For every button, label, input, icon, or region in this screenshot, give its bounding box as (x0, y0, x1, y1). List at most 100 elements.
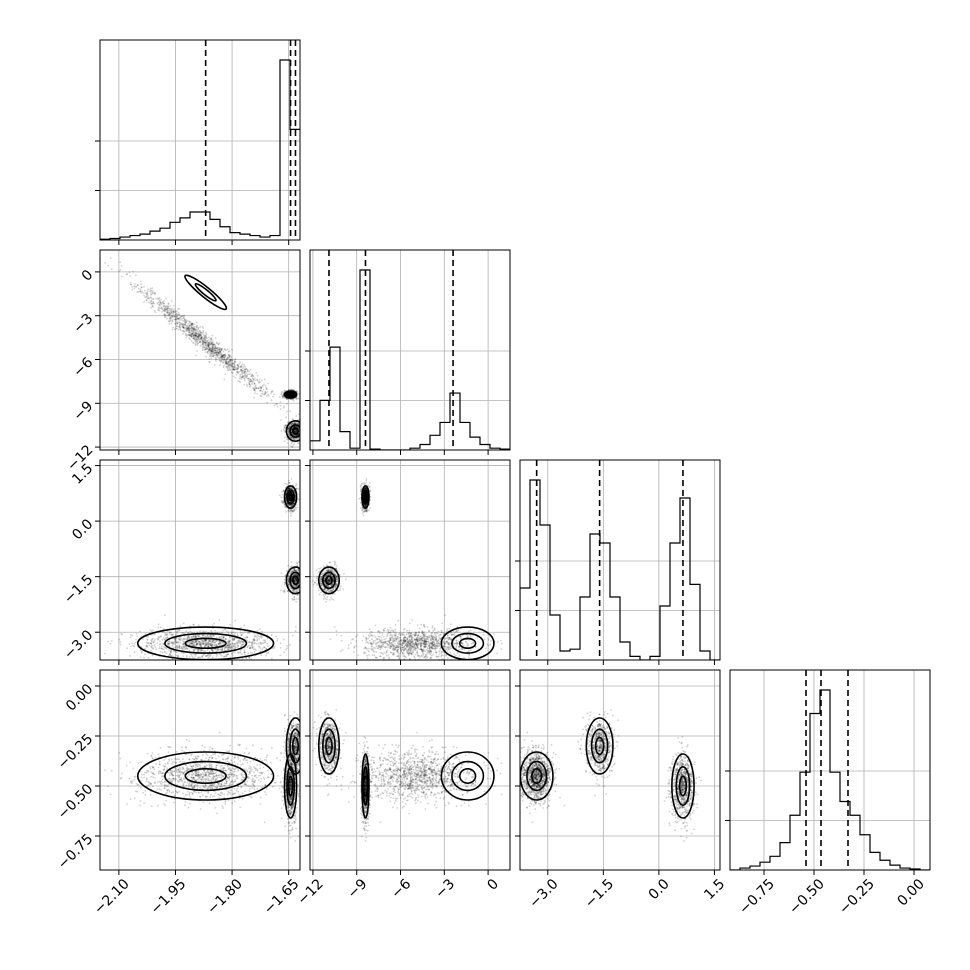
sample-point (294, 429, 296, 432)
sample-point (221, 355, 224, 357)
sample-point (219, 648, 221, 651)
sample-point (250, 658, 252, 660)
sample-point (194, 635, 197, 638)
sample-point (287, 427, 289, 430)
sample-point (191, 323, 194, 326)
sample-point (281, 493, 284, 496)
sample-point (179, 328, 182, 330)
sample-point (168, 320, 171, 323)
sample-point (166, 305, 169, 308)
sample-point (256, 392, 259, 395)
sample-point (156, 302, 159, 305)
sample-point (180, 647, 183, 650)
sample-point (223, 364, 225, 367)
sample-point (179, 639, 182, 641)
sample-point (186, 636, 189, 639)
sample-point (204, 341, 207, 344)
sample-point (193, 327, 196, 330)
sample-point (153, 309, 156, 312)
sample-point (195, 332, 197, 334)
sample-point (287, 488, 290, 491)
sample-point (183, 646, 185, 649)
sample-point (217, 649, 219, 651)
sample-point (231, 653, 234, 655)
sample-point (207, 349, 210, 352)
sample-point (178, 324, 181, 327)
sample-point (282, 638, 285, 641)
sample-point (206, 337, 209, 340)
sample-point (194, 339, 197, 341)
sample-point (178, 644, 181, 646)
sample-point (229, 647, 232, 650)
sample-point (237, 371, 240, 373)
sample-point (289, 435, 291, 438)
sample-point (174, 639, 176, 641)
sample-point (294, 569, 296, 572)
sample-point (289, 394, 292, 396)
sample-point (128, 271, 131, 274)
sample-point (295, 398, 298, 401)
sample-point (202, 342, 204, 344)
sample-point (290, 512, 293, 515)
sample-point (259, 641, 261, 644)
sample-point (129, 655, 131, 657)
contour-level-1 (289, 424, 300, 438)
sample-point (233, 364, 236, 366)
sample-point (199, 656, 202, 659)
sample-point (235, 641, 238, 643)
sample-point (230, 356, 233, 359)
sample-point (158, 647, 161, 650)
sample-point (253, 651, 256, 653)
sample-point (194, 344, 197, 347)
sample-point (211, 348, 214, 351)
sample-point (250, 379, 253, 381)
sample-point (109, 257, 112, 260)
sample-point (150, 645, 153, 648)
sample-point (162, 628, 165, 630)
sample-point (284, 581, 286, 584)
sample-point (171, 328, 174, 331)
sample-point (210, 353, 213, 356)
sample-point (252, 638, 255, 641)
sample-point (246, 639, 249, 642)
sample-point (289, 410, 291, 413)
sample-point (287, 580, 289, 583)
sample-point (297, 498, 300, 500)
y-tick-label: −3 (70, 311, 96, 337)
sample-point (216, 355, 219, 357)
sample-point (283, 503, 286, 506)
sample-point (221, 357, 224, 360)
sample-point (196, 343, 199, 346)
sample-point (137, 287, 140, 290)
sample-point (169, 320, 171, 322)
sample-point (295, 580, 298, 582)
sample-point (245, 376, 248, 378)
sample-point (210, 348, 213, 350)
sample-point (176, 632, 178, 635)
sample-point (252, 375, 254, 378)
sample-point (151, 287, 154, 289)
sample-point (227, 639, 230, 641)
sample-point (288, 488, 290, 490)
sample-point (291, 570, 294, 572)
sample-point (191, 636, 194, 639)
sample-point (170, 651, 173, 654)
sample-point (201, 332, 204, 335)
sample-point (232, 639, 235, 642)
sample-point (290, 393, 292, 396)
sample-point (281, 500, 284, 503)
sample-point (151, 637, 154, 640)
sample-point (186, 327, 189, 330)
sample-point (293, 579, 296, 581)
sample-point (294, 429, 297, 431)
sample-point (207, 345, 210, 347)
sample-point (180, 318, 183, 321)
sample-point (169, 653, 171, 655)
sample-point (234, 368, 236, 371)
sample-point (237, 364, 239, 367)
sample-point (249, 646, 252, 649)
sample-point (205, 344, 207, 347)
sample-point (253, 638, 256, 640)
sample-point (256, 639, 259, 642)
sample-point (209, 353, 212, 356)
